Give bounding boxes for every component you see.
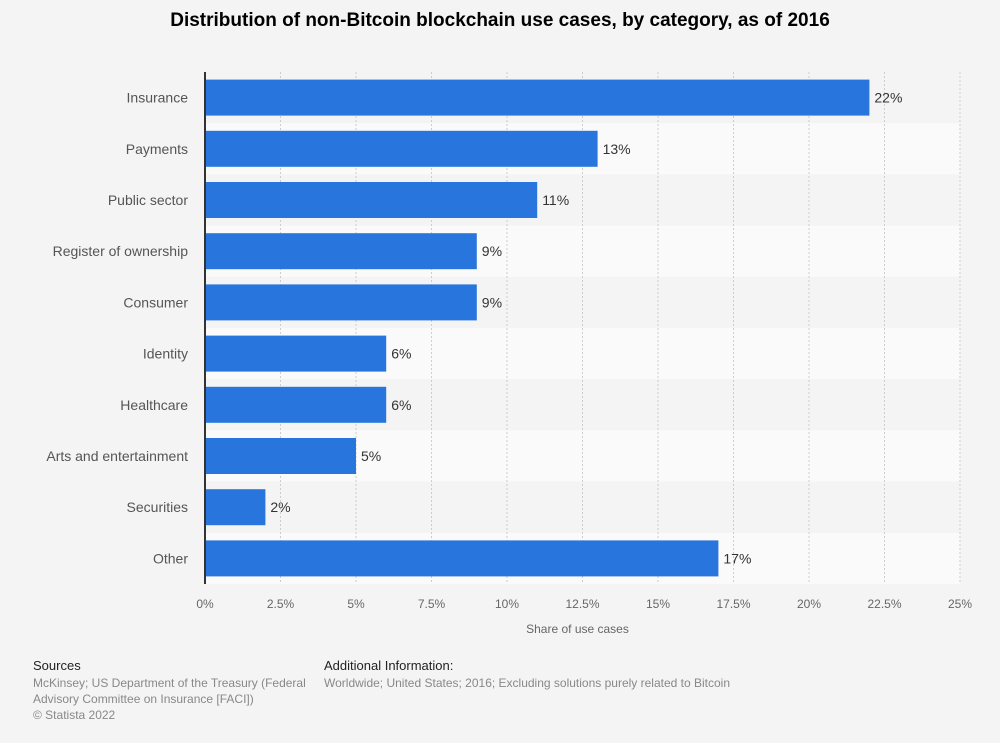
y-category-label: Other	[153, 550, 188, 566]
data-label: 6%	[391, 397, 411, 413]
y-category-label: Identity	[143, 346, 188, 362]
chart-title: Distribution of non-Bitcoin blockchain u…	[170, 10, 830, 31]
copyright: © Statista 2022	[33, 708, 116, 722]
y-category-label: Securities	[127, 499, 188, 515]
data-label: 13%	[603, 141, 631, 157]
x-tick-label: 12.5%	[565, 597, 599, 611]
y-category-label: Public sector	[108, 192, 188, 208]
bar-payments	[205, 130, 598, 167]
sources-line-2: Advisory Committee on Insurance [FACI])	[33, 692, 254, 706]
data-label: 6%	[391, 346, 411, 362]
x-tick-label: 17.5%	[716, 597, 750, 611]
sources-heading: Sources	[33, 658, 81, 673]
bar-consumer	[205, 284, 477, 321]
data-label: 9%	[482, 294, 502, 310]
x-tick-label: 5%	[347, 597, 365, 611]
bar-other	[205, 540, 719, 577]
data-label: 5%	[361, 448, 381, 464]
y-category-label: Register of ownership	[53, 243, 189, 259]
data-label: 9%	[482, 243, 502, 259]
sources-block: Sources McKinsey; US Department of the T…	[33, 657, 306, 723]
bar-identity	[205, 335, 387, 372]
bar-securities	[205, 489, 266, 526]
y-category-label: Healthcare	[120, 397, 188, 413]
x-tick-label: 25%	[948, 597, 972, 611]
x-tick-label: 20%	[797, 597, 821, 611]
x-tick-label: 10%	[495, 597, 519, 611]
y-category-label: Arts and entertainment	[46, 448, 188, 464]
x-axis-title: Share of use cases	[526, 622, 629, 636]
x-tick-label: 7.5%	[418, 597, 446, 611]
bar-register-of-ownership	[205, 233, 477, 270]
x-tick-label: 22.5%	[867, 597, 901, 611]
x-tick-label: 2.5%	[267, 597, 295, 611]
additional-info-block: Additional Information: Worldwide; Unite…	[324, 657, 730, 691]
y-category-label: Consumer	[123, 294, 188, 310]
additional-info-text: Worldwide; United States; 2016; Excludin…	[324, 676, 731, 690]
x-tick-label: 0%	[196, 597, 214, 611]
data-label: 22%	[874, 90, 902, 106]
bar-healthcare	[205, 386, 387, 423]
x-tick-label: 15%	[646, 597, 670, 611]
bar-public-sector	[205, 182, 538, 218]
data-label: 2%	[270, 499, 290, 515]
bar-insurance	[205, 79, 870, 116]
additional-info-heading: Additional Information:	[324, 658, 454, 673]
y-category-label: Payments	[126, 141, 188, 157]
sources-line-1: McKinsey; US Department of the Treasury …	[33, 676, 306, 690]
data-label: 11%	[542, 192, 569, 208]
y-category-label: Insurance	[127, 90, 189, 106]
bar-arts-and-entertainment	[205, 438, 356, 474]
data-label: 17%	[723, 550, 751, 566]
